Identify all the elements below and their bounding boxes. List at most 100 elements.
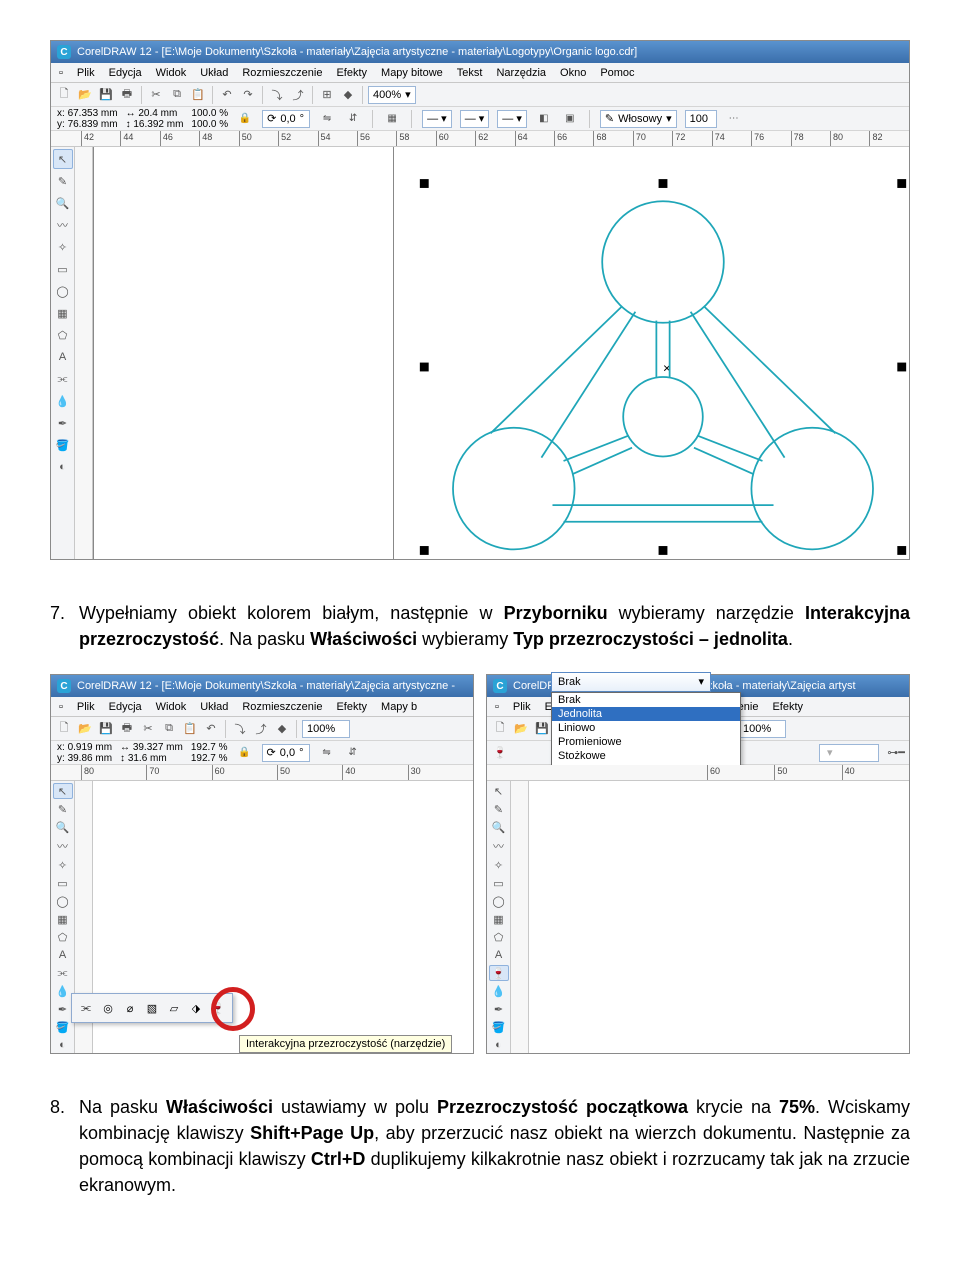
interactive-fill-tool-icon[interactable]: ◐ (53, 1037, 73, 1053)
transparency-type-option[interactable]: Brak (552, 693, 740, 707)
rotation-field[interactable]: ⟳ 0,0 ° (262, 744, 310, 762)
corel-icon[interactable]: ◆ (339, 86, 357, 104)
transparency-type-option[interactable]: Liniowo (552, 721, 740, 735)
shape-tool-icon[interactable]: ✎ (53, 171, 73, 191)
fill-tool-icon[interactable]: 🪣 (53, 435, 73, 455)
shape-tool-icon[interactable]: ✎ (53, 801, 73, 817)
open-icon[interactable]: 📂 (76, 720, 94, 738)
basic-shapes-tool-icon[interactable]: ⬠ (53, 929, 73, 945)
mirror-h-icon[interactable]: ⇋ (318, 110, 336, 128)
outline-tool-icon[interactable]: ✒ (53, 413, 73, 433)
eyedropper-tool-icon[interactable]: 💧 (53, 391, 73, 411)
canvas[interactable] (529, 781, 909, 1053)
outline-more-icon[interactable]: ⋯ (725, 110, 743, 128)
ellipse-tool-icon[interactable]: ◯ (489, 893, 509, 909)
mirror-h-icon[interactable]: ⇋ (318, 744, 336, 762)
lock-ratio-icon[interactable]: 🔒 (236, 110, 254, 128)
menu-item[interactable]: Edycja (109, 67, 142, 79)
canvas[interactable]: × (93, 147, 909, 559)
interactive-fill-tool-icon[interactable]: ◐ (53, 457, 73, 477)
save-icon[interactable]: 💾 (97, 720, 115, 738)
basic-shapes-tool-icon[interactable]: ⬠ (489, 929, 509, 945)
freehand-tool-icon[interactable]: 〰 (53, 837, 73, 855)
transparency-type-option[interactable]: Jednolita (552, 707, 740, 721)
envelope-flyout-icon[interactable]: ▱ (164, 998, 184, 1018)
ellipse-tool-icon[interactable]: ◯ (53, 893, 73, 909)
lock-ratio-icon[interactable]: 🔒 (236, 744, 254, 762)
text-tool-icon[interactable]: A (489, 947, 509, 963)
menu-item[interactable]: Mapy bitowe (381, 67, 443, 79)
graph-paper-tool-icon[interactable]: ▦ (53, 303, 73, 323)
logo-object[interactable]: × (383, 157, 909, 559)
menu-item[interactable]: Narzędzia (496, 67, 546, 79)
line-style-field[interactable]: — ▾ (460, 110, 490, 128)
menu-item[interactable]: Układ (200, 701, 228, 713)
blend-tool-icon[interactable]: ⫘ (53, 369, 73, 389)
paste-icon[interactable]: 📋 (181, 720, 199, 738)
rectangle-tool-icon[interactable]: ▭ (53, 875, 73, 891)
menu-item[interactable]: Układ (200, 67, 228, 79)
rectangle-tool-icon[interactable]: ▭ (489, 875, 509, 891)
wrap-icon[interactable]: ▦ (383, 110, 401, 128)
pick-tool-icon[interactable]: ↖ (53, 149, 73, 169)
basic-shapes-tool-icon[interactable]: ⬠ (53, 325, 73, 345)
new-icon[interactable]: 🗋 (55, 86, 73, 104)
behind-fill-icon[interactable]: ◧ (535, 110, 553, 128)
transparency-type-option[interactable]: Promieniowe (552, 735, 740, 749)
save-icon[interactable]: 💾 (97, 86, 115, 104)
outline-tool-icon[interactable]: ✒ (489, 1001, 509, 1017)
eyedropper-tool-icon[interactable]: 💧 (53, 983, 73, 999)
zoom-field[interactable]: 100% (302, 720, 350, 738)
open-icon[interactable]: 📂 (76, 86, 94, 104)
arrow-start-field[interactable]: — ▾ (422, 110, 452, 128)
cut-icon[interactable]: ✂ (139, 720, 157, 738)
dropshadow-flyout-icon[interactable]: ▧ (142, 998, 162, 1018)
ellipse-tool-icon[interactable]: ◯ (53, 281, 73, 301)
fill-tool-icon[interactable]: 🪣 (53, 1019, 73, 1035)
pick-tool-icon[interactable]: ↖ (489, 783, 509, 799)
text-tool-icon[interactable]: A (53, 947, 73, 963)
fill-tool-icon[interactable]: 🪣 (489, 1019, 509, 1035)
undo-icon[interactable]: ↶ (202, 720, 220, 738)
zoom-field[interactable]: 400%▾ (368, 86, 416, 104)
freehand-tool-icon[interactable]: 〰 (53, 215, 73, 235)
copy-icon[interactable]: ⧉ (160, 720, 178, 738)
arrow-end-field[interactable]: — ▾ (497, 110, 527, 128)
new-icon[interactable]: 🗋 (55, 720, 73, 738)
menu-item[interactable]: Tekst (457, 67, 483, 79)
contour-flyout-icon[interactable]: ◎ (98, 998, 118, 1018)
print-icon[interactable]: 🖶 (118, 86, 136, 104)
transparency-type-option[interactable]: Stożkowe (552, 749, 740, 763)
menu-item[interactable]: Plik (513, 701, 531, 713)
new-icon[interactable]: 🗋 (491, 720, 509, 738)
menu-item[interactable]: Pomoc (600, 67, 634, 79)
paste-icon[interactable]: 📋 (189, 86, 207, 104)
undo-icon[interactable]: ↶ (218, 86, 236, 104)
rotation-field[interactable]: ⟳ 0,0 ° (262, 110, 310, 128)
graph-paper-tool-icon[interactable]: ▦ (489, 911, 509, 927)
smartdraw-tool-icon[interactable]: ✧ (53, 237, 73, 257)
smartdraw-tool-icon[interactable]: ✧ (53, 857, 73, 873)
menu-item[interactable]: Efekty (336, 67, 367, 79)
copy-icon[interactable]: ⧉ (168, 86, 186, 104)
transparency-type-dropdown[interactable]: Brak▾ (551, 672, 711, 692)
menu-item[interactable]: Mapy b (381, 701, 417, 713)
mirror-v-icon[interactable]: ⇵ (344, 110, 362, 128)
pick-tool-icon[interactable]: ↖ (53, 783, 73, 799)
menu-item[interactable]: Plik (77, 67, 95, 79)
zoom-tool-icon[interactable]: 🔍 (53, 193, 73, 213)
scale-with-icon[interactable]: ▣ (561, 110, 579, 128)
zoom-tool-icon[interactable]: 🔍 (53, 819, 73, 835)
export-icon[interactable]: ⤴ (289, 86, 307, 104)
menu-item[interactable]: Efekty (772, 701, 803, 713)
redo-icon[interactable]: ↷ (239, 86, 257, 104)
cut-icon[interactable]: ✂ (147, 86, 165, 104)
menu-item[interactable]: Widok (156, 67, 187, 79)
shape-tool-icon[interactable]: ✎ (489, 801, 509, 817)
outline-tool-icon[interactable]: ✒ (53, 1001, 73, 1017)
menu-item[interactable]: Rozmieszczenie (242, 67, 322, 79)
blend-flyout-icon[interactable]: ⫘ (76, 998, 96, 1018)
zoom-tool-icon[interactable]: 🔍 (489, 819, 509, 835)
menu-item[interactable]: Okno (560, 67, 586, 79)
smartdraw-tool-icon[interactable]: ✧ (489, 857, 509, 873)
